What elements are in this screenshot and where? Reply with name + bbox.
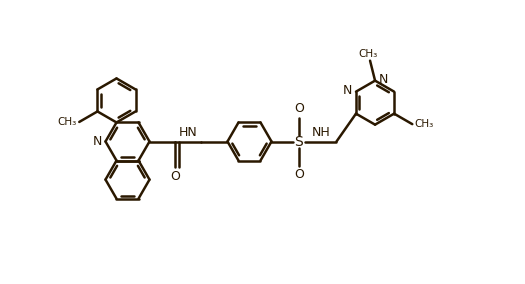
Text: HN: HN (179, 126, 198, 139)
Text: S: S (295, 135, 303, 149)
Text: O: O (171, 170, 181, 183)
Text: CH₃: CH₃ (58, 117, 77, 127)
Text: N: N (343, 84, 352, 97)
Text: N: N (92, 135, 102, 148)
Text: O: O (294, 168, 304, 181)
Text: N: N (379, 73, 388, 86)
Text: CH₃: CH₃ (359, 49, 377, 59)
Text: NH: NH (312, 126, 330, 139)
Text: CH₃: CH₃ (415, 119, 434, 129)
Text: O: O (294, 101, 304, 114)
